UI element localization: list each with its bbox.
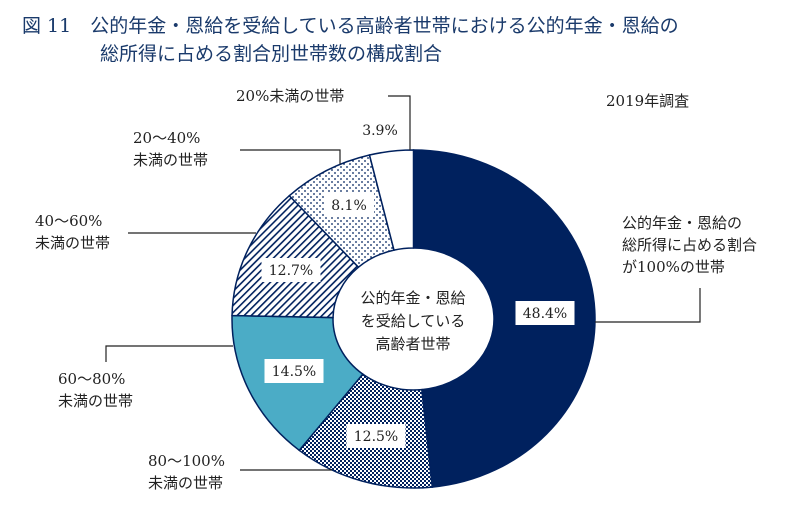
value-label: 12.7%: [269, 263, 313, 279]
value-label-box: [515, 301, 575, 325]
donut-slice: [412, 149, 596, 488]
center-label-line: を受給している: [360, 312, 466, 330]
value-label: 8.1%: [331, 198, 367, 214]
slice-label-under20: 20%未満の世帯: [236, 85, 344, 107]
value-label: 48.4%: [523, 306, 567, 322]
slice-label-line: 80～100%: [148, 452, 225, 470]
slice-label-line: が100%の世帯: [622, 258, 725, 276]
leader-line-20-40: [240, 149, 341, 164]
slice-label-line: 公的年金・恩給の: [622, 214, 743, 232]
slice-label-line: 40～60%: [35, 212, 103, 230]
value-label-box: [346, 424, 406, 448]
slice-label-80-100: 80～100% 未満の世帯: [148, 450, 225, 494]
slice-label-line: 未満の世帯: [133, 151, 209, 169]
value-label: 3.9%: [362, 123, 398, 139]
slice-label-line: 総所得に占める割合: [622, 236, 758, 254]
slice-label-line: 未満の世帯: [58, 392, 134, 410]
slice-label-40-60: 40～60% 未満の世帯: [35, 210, 110, 254]
chart-title-line2: 総所得に占める割合別世帯数の構成割合: [100, 43, 443, 65]
slice-label-line: 未満の世帯: [148, 474, 224, 492]
value-label-box: [264, 359, 324, 383]
value-label-box: [324, 193, 374, 217]
value-label: 14.5%: [272, 364, 316, 380]
center-label-line: 高齢者世帯: [375, 335, 451, 353]
donut-slice: [368, 149, 415, 252]
chart-title-line1: 図 11 公的年金・恩給を受給している高齢者世帯における公的年金・恩給の: [22, 15, 679, 37]
value-label-box: [355, 118, 405, 142]
survey-year-note: 2019年調査: [606, 92, 690, 110]
slice-label-60-80: 60～80% 未満の世帯: [58, 368, 133, 412]
leader-line-100: [595, 288, 701, 323]
slice-label-line: 60～80%: [58, 370, 126, 388]
center-label: 公的年金・恩給 を受給している 高齢者世帯: [353, 287, 473, 356]
leader-line-under20: [388, 95, 411, 150]
value-label: 12.5%: [354, 429, 398, 445]
slice-label-20-40: 20～40% 未満の世帯: [133, 127, 208, 171]
value-label-box: [261, 258, 321, 282]
leader-line-60-80: [105, 345, 233, 362]
center-label-line: 公的年金・恩給: [360, 289, 466, 307]
slice-label-100: 公的年金・恩給の 総所得に占める割合 が100%の世帯: [622, 212, 757, 278]
slice-label-line: 20～40%: [133, 129, 201, 147]
slice-label-line: 20%未満の世帯: [236, 87, 345, 105]
slice-label-line: 未満の世帯: [35, 234, 111, 252]
